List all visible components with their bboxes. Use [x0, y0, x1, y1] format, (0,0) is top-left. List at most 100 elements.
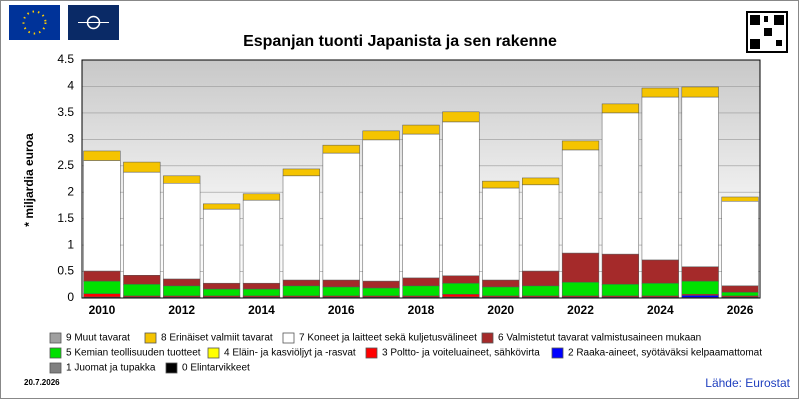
bar-segment: [123, 171, 161, 276]
legend-label: 6 Valmistetut tavarat valmistusaineen mu…: [498, 333, 701, 344]
bar-segment: [163, 285, 201, 297]
bar-segment: [83, 150, 121, 161]
bar-segment: [601, 283, 640, 297]
y-tick-label: 4.5: [57, 52, 74, 66]
bar-segment: [202, 282, 241, 290]
bar-segment: [402, 133, 440, 279]
y-tick-label: 4: [67, 79, 74, 93]
source: Lähde: Eurostat: [705, 376, 790, 390]
bar-segment: [561, 149, 600, 254]
bar-segment: [322, 152, 360, 281]
bar-segment: [163, 278, 201, 287]
legend-swatch: [49, 332, 62, 344]
x-tick-label: 2026: [727, 303, 754, 317]
legend-label: 3 Poltto- ja voiteluaineet, sähkövirta: [382, 348, 540, 359]
y-tick-label: 3.5: [57, 105, 74, 119]
bar-segment: [123, 275, 161, 285]
date: 20.7.2026: [24, 378, 60, 387]
bar-segment: [242, 282, 281, 290]
bar-segment: [362, 139, 400, 282]
x-tick-label: 2010: [89, 303, 116, 317]
bar-segment: [242, 193, 281, 201]
x-tick-label: 2012: [168, 303, 195, 317]
bar-segment: [561, 140, 600, 151]
bar-segment: [641, 96, 679, 261]
bar-segment: [522, 177, 560, 186]
legend-swatch: [481, 332, 494, 344]
y-tick-label: 0: [67, 290, 74, 304]
legend-swatch: [551, 347, 564, 359]
legend-swatch: [49, 347, 62, 359]
y-tick-label: 1: [67, 237, 74, 251]
bar-segment: [522, 285, 560, 297]
y-tick-label: 0.5: [57, 264, 74, 278]
legend-swatch: [207, 347, 220, 359]
bar-segment: [482, 286, 520, 297]
bar-segment: [721, 200, 759, 287]
bar-segment: [83, 160, 121, 272]
x-tick-label: 2014: [248, 303, 275, 317]
x-tick-label: 2022: [567, 303, 594, 317]
bar-segment: [641, 282, 679, 297]
bar-segment: [402, 285, 440, 297]
bar-segment: [163, 182, 201, 280]
x-tick-label: 2018: [408, 303, 435, 317]
bar-segment: [282, 279, 320, 287]
bar-segment: [242, 288, 281, 297]
bar-segment: [561, 281, 600, 297]
bar-segment: [681, 280, 719, 295]
bar-segment: [282, 285, 320, 297]
chart-title: Espanjan tuonti Japanista ja sen rakenne: [243, 33, 557, 50]
bar-segment: [601, 253, 640, 285]
bar-segment: [83, 270, 121, 282]
bar-segment: [601, 112, 640, 255]
bar-segment: [123, 161, 161, 173]
legend-label: 0 Elintarvikkeet: [182, 363, 250, 374]
bar-segment: [442, 275, 480, 284]
bar-segment: [721, 285, 759, 293]
bar-segment: [402, 277, 440, 287]
x-tick-label: 2016: [328, 303, 355, 317]
bar-segment: [601, 103, 640, 114]
legend-label: 5 Kemian teollisuuden tuotteet: [66, 348, 201, 359]
bar-segment: [322, 286, 360, 297]
bar-segment: [362, 130, 400, 141]
bar-segment: [322, 279, 360, 288]
bar-segment: [561, 252, 600, 283]
bar-segment: [282, 175, 320, 281]
x-tick-label: 2024: [647, 303, 674, 317]
bar-segment: [282, 168, 320, 177]
bar-segment: [123, 283, 161, 297]
bar-segment: [202, 288, 241, 297]
y-tick-label: 3: [67, 132, 74, 146]
bar-segment: [482, 180, 520, 189]
bar-segment: [721, 196, 759, 202]
x-tick-label: 2020: [487, 303, 514, 317]
y-tick-label: 2.5: [57, 158, 74, 172]
y-tick-label: 1.5: [57, 211, 74, 225]
bar-segment: [721, 291, 759, 297]
eu-flag: [9, 5, 60, 40]
legend-swatch: [144, 332, 157, 344]
bar-segment: [522, 270, 560, 287]
bar-segment: [482, 279, 520, 288]
bar-segment: [202, 208, 241, 284]
bar-segment: [242, 199, 281, 284]
bar-segment: [442, 111, 480, 123]
bar-segment: [681, 266, 719, 282]
qr-code: [746, 11, 788, 53]
bar-segment: [402, 124, 440, 135]
bar-segment: [681, 96, 719, 268]
bar-segment: [322, 144, 360, 154]
bar-segment: [202, 203, 241, 210]
bar-segment: [482, 187, 520, 281]
bar-segment: [83, 293, 121, 298]
bar-segment: [83, 280, 121, 295]
legend-label: 4 Eläin- ja kasviöljyt ja -rasvat: [224, 348, 356, 359]
legend-label: 9 Muut tavarat: [66, 333, 130, 344]
bar-segment: [522, 184, 560, 272]
legend-swatch: [282, 332, 295, 344]
bar-segment: [442, 121, 480, 277]
legend-swatch: [49, 362, 62, 374]
y-tick-label: 2: [67, 184, 74, 198]
